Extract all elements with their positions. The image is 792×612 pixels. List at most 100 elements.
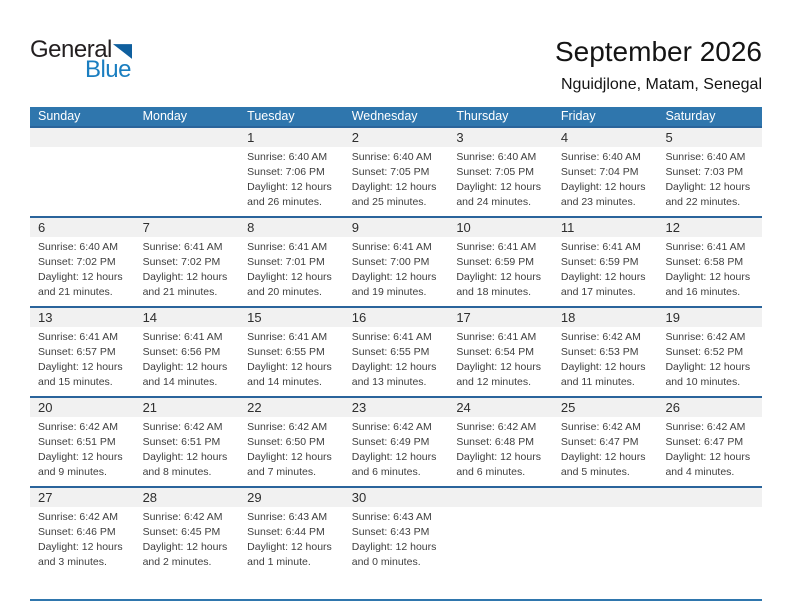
sunrise-text: Sunrise: 6:41 AM: [142, 241, 223, 253]
daylight-text: Daylight: 12 hours: [38, 271, 123, 283]
week-row: 27 Sunrise: 6:42 AM Sunset: 6:46 PM Dayligh…: [30, 486, 763, 599]
day-details: Sunrise: 6:41 AM Sunset: 7:00 PM Daylight:…: [344, 237, 449, 300]
day-number: 11: [560, 220, 575, 235]
day-details: Sunrise: 6:41 AM Sunset: 6:54 PM Daylight:…: [448, 327, 553, 390]
sunset-text: Sunset: 6:44 PM: [247, 526, 325, 538]
day-number: 13: [38, 310, 53, 325]
date-band: 7: [134, 218, 240, 237]
day-details: Sunrise: 6:40 AM Sunset: 7:05 PM Daylight:…: [344, 147, 449, 210]
page-header: General Blue September 2026 Nguidjlone, …: [30, 36, 762, 107]
day-number: 20: [38, 400, 53, 415]
date-band: 3: [448, 128, 553, 147]
sunset-text: Sunset: 6:55 PM: [247, 346, 325, 358]
sunrise-text: Sunrise: 6:41 AM: [142, 331, 223, 343]
daylight-text: and 6 minutes.: [351, 466, 421, 478]
day-cell-14: 14 Sunrise: 6:41 AM Sunset: 6:56 PM Dayligh…: [134, 308, 240, 396]
sunset-text: Sunset: 6:48 PM: [456, 436, 534, 448]
sunrise-text: Sunrise: 6:43 AM: [247, 511, 328, 523]
date-band: 5: [657, 128, 763, 147]
day-details: Sunrise: 6:42 AM Sunset: 6:45 PM Daylight:…: [135, 507, 240, 570]
sunset-text: Sunset: 6:59 PM: [456, 256, 534, 268]
daylight-text: and 4 minutes.: [665, 466, 735, 478]
logo-triangle-icon: [112, 44, 132, 59]
sunrise-text: Sunrise: 6:40 AM: [665, 151, 746, 163]
day-cell-empty: [30, 128, 135, 216]
date-band: 9: [343, 218, 449, 237]
daylight-text: Daylight: 12 hours: [38, 541, 123, 553]
date-band: 12: [657, 218, 763, 237]
daylight-text: and 5 minutes.: [560, 466, 630, 478]
daylight-text: and 3 minutes.: [38, 556, 107, 568]
week-row: 13 Sunrise: 6:41 AM Sunset: 6:57 PM Dayligh…: [30, 306, 763, 396]
day-cell-30: 30 Sunrise: 6:43 AM Sunset: 6:43 PM Dayligh…: [343, 488, 449, 599]
day-details: Sunrise: 6:40 AM Sunset: 7:06 PM Daylight:…: [239, 147, 344, 210]
daylight-text: and 15 minutes.: [38, 376, 113, 388]
sunrise-text: Sunrise: 6:40 AM: [560, 151, 641, 163]
day-number: 7: [142, 220, 150, 235]
sunset-text: Sunset: 6:51 PM: [38, 436, 116, 448]
day-cell-11: 11 Sunrise: 6:41 AM Sunset: 6:59 PM Dayligh…: [552, 218, 658, 306]
sunset-text: Sunset: 6:52 PM: [665, 346, 744, 358]
daylight-text: and 25 minutes.: [351, 196, 427, 208]
daylight-text: Daylight: 12 hours: [665, 181, 751, 193]
sunset-text: Sunset: 6:47 PM: [665, 436, 744, 448]
date-band: 8: [239, 218, 344, 237]
sunset-text: Sunset: 6:59 PM: [560, 256, 639, 268]
sunrise-text: Sunrise: 6:41 AM: [560, 241, 641, 253]
daylight-text: and 2 minutes.: [142, 556, 212, 568]
day-cell-6: 6 Sunrise: 6:40 AM Sunset: 7:02 PM Daylight…: [30, 218, 135, 306]
date-band: [552, 488, 658, 507]
sunrise-text: Sunrise: 6:42 AM: [560, 331, 641, 343]
daylight-text: and 13 minutes.: [351, 376, 427, 388]
calendar: Sunday Monday Tuesday Wednesday Thursday Frid…: [30, 107, 763, 599]
daylight-text: and 20 minutes.: [247, 286, 322, 298]
week-row: 6 Sunrise: 6:40 AM Sunset: 7:02 PM Daylight…: [30, 216, 763, 306]
day-cell-22: 22 Sunrise: 6:42 AM Sunset: 6:50 PM Dayligh…: [239, 398, 344, 486]
calendar-weeks: 1 Sunrise: 6:40 AM Sunset: 7:06 PM Daylight…: [30, 126, 763, 599]
day-details: Sunrise: 6:41 AM Sunset: 6:56 PM Daylight:…: [135, 327, 240, 390]
day-cell-12: 12 Sunrise: 6:41 AM Sunset: 6:58 PM Dayligh…: [657, 218, 763, 306]
date-band: 27: [30, 488, 135, 507]
date-band: [657, 488, 763, 507]
daylight-text: and 24 minutes.: [456, 196, 532, 208]
daylight-text: and 21 minutes.: [38, 286, 113, 298]
sunset-text: Sunset: 6:58 PM: [665, 256, 744, 268]
daylight-text: and 21 minutes.: [142, 286, 218, 298]
daylight-text: Daylight: 12 hours: [351, 271, 437, 283]
daylight-text: Daylight: 12 hours: [456, 361, 541, 373]
day-details: Sunrise: 6:41 AM Sunset: 6:57 PM Daylight:…: [30, 327, 135, 390]
sunrise-text: Sunrise: 6:41 AM: [38, 331, 118, 343]
date-band: [448, 488, 553, 507]
sunrise-text: Sunrise: 6:42 AM: [142, 511, 223, 523]
day-number: 29: [247, 490, 262, 505]
weekday-header-row: Sunday Monday Tuesday Wednesday Thursday Frid…: [30, 107, 762, 126]
daylight-text: and 9 minutes.: [38, 466, 107, 478]
day-number: 1: [247, 130, 255, 145]
day-number: 2: [351, 130, 359, 145]
sunset-text: Sunset: 7:03 PM: [665, 166, 744, 178]
day-cell-7: 7 Sunrise: 6:41 AM Sunset: 7:02 PM Daylight…: [134, 218, 240, 306]
day-cell-empty: [134, 128, 240, 216]
date-band: [134, 128, 240, 147]
day-details: Sunrise: 6:40 AM Sunset: 7:03 PM Daylight:…: [657, 147, 762, 210]
day-number: 17: [456, 310, 471, 325]
daylight-text: Daylight: 12 hours: [456, 181, 541, 193]
day-details: Sunrise: 6:43 AM Sunset: 6:43 PM Daylight:…: [344, 507, 449, 570]
date-band: 24: [448, 398, 553, 417]
weekday-header-saturday: Saturday: [665, 109, 716, 123]
day-number: 4: [560, 130, 569, 145]
day-number: 23: [351, 400, 367, 415]
date-band: 17: [448, 308, 553, 327]
day-details: Sunrise: 6:40 AM Sunset: 7:02 PM Daylight:…: [30, 237, 135, 300]
day-number: 30: [351, 490, 367, 505]
daylight-text: Daylight: 12 hours: [142, 451, 228, 463]
daylight-text: Daylight: 12 hours: [351, 361, 437, 373]
date-band: 4: [552, 128, 658, 147]
sunrise-text: Sunrise: 6:40 AM: [456, 151, 537, 163]
daylight-text: and 22 minutes.: [665, 196, 741, 208]
day-cell-3: 3 Sunrise: 6:40 AM Sunset: 7:05 PM Daylight…: [448, 128, 553, 216]
week-row: 20 Sunrise: 6:42 AM Sunset: 6:51 PM Dayligh…: [30, 396, 763, 486]
footer-divider: [30, 599, 762, 601]
daylight-text: Daylight: 12 hours: [247, 541, 332, 553]
